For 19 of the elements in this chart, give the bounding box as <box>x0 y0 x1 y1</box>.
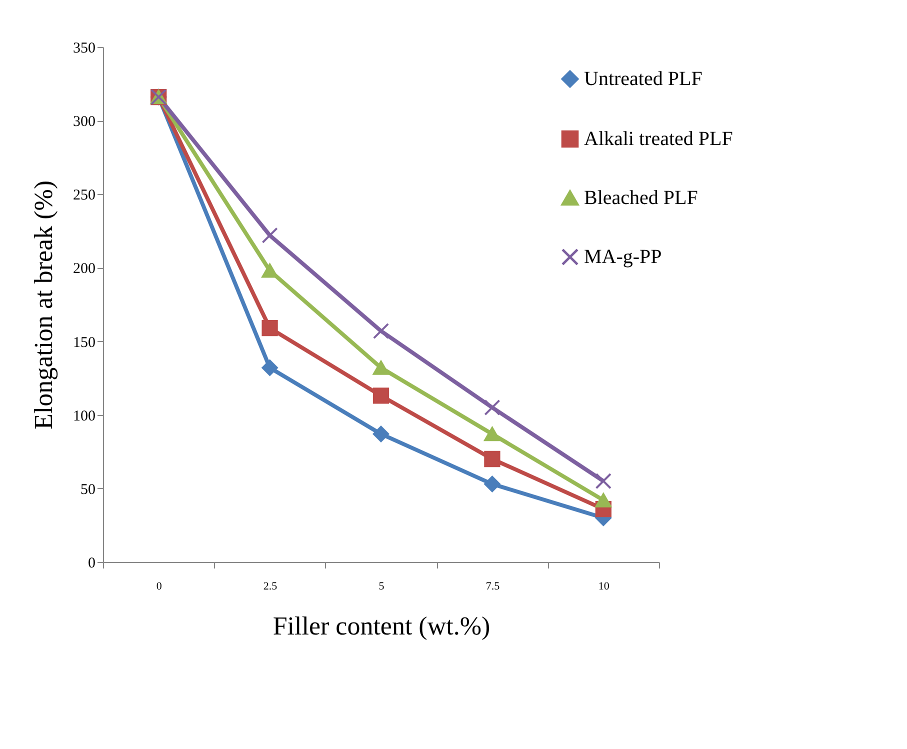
y-tick-label: 200 <box>73 261 96 278</box>
x-tick-label: 7.5 <box>486 580 500 592</box>
x-tick-label: 5 <box>378 580 385 592</box>
y-tick-label: 100 <box>73 408 96 424</box>
legend-label: Bleached PLF <box>584 187 698 209</box>
x-tick-label: 0 <box>156 580 162 592</box>
y-tick-label: 250 <box>73 188 96 204</box>
x-tick-label: 2.5 <box>263 580 278 592</box>
legend-label: Untreated PLF <box>584 68 702 90</box>
legend-label: MA-g-PP <box>584 246 662 268</box>
x-axis-title: Filler content (wt.%) <box>272 612 490 640</box>
y-tick-label: 300 <box>73 114 96 130</box>
y-tick-label: 150 <box>73 334 96 351</box>
y-tick-label: 350 <box>73 40 96 56</box>
legend-label: Alkali treated PLF <box>584 128 733 150</box>
y-axis-title: Elongation at break (%) <box>29 180 58 430</box>
y-tick-label: 0 <box>88 556 96 572</box>
y-tick-label: 50 <box>80 482 96 498</box>
x-tick-label: 10 <box>598 580 610 592</box>
